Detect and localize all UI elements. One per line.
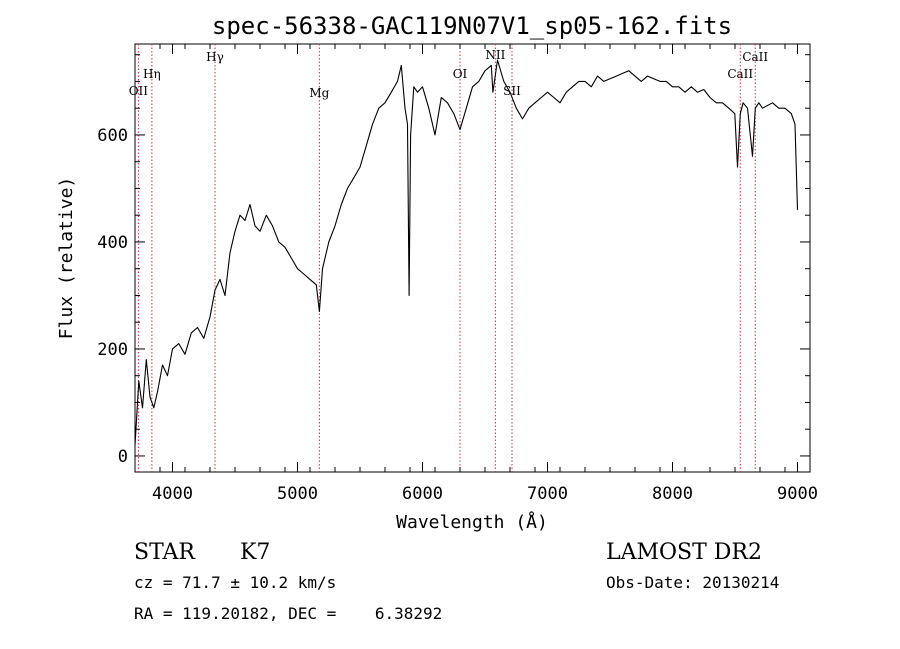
x-tick-label: 4000: [152, 484, 193, 504]
x-tick-label: 5000: [277, 484, 318, 504]
x-tick-label: 7000: [527, 484, 568, 504]
x-tick-label: 9000: [777, 484, 818, 504]
redshift-info: cz = 71.7 ± 10.2 km/s: [134, 573, 336, 592]
line-marker-label: CaII: [742, 50, 768, 64]
y-tick-label: 200: [97, 340, 128, 360]
line-marker-label: Hη: [143, 67, 161, 81]
line-marker-label: Hγ: [206, 50, 224, 64]
y-tick-label: 0: [118, 447, 128, 467]
line-marker-label: OII: [129, 84, 149, 98]
axis-tick-labels: 4000 5000 6000 7000 8000 9000 0 200 400 600: [97, 126, 818, 504]
object-subclass: K7: [240, 540, 270, 565]
axis-ticks: [134, 44, 811, 472]
y-tick-label: 400: [97, 233, 128, 253]
object-class: STAR: [134, 540, 196, 565]
chart-title: spec-56338-GAC119N07V1_sp05-162.fits: [212, 12, 732, 40]
x-tick-label: 8000: [652, 484, 693, 504]
emission-line-markers: OII Hη Hγ Mg OI NII SII CaII CaII: [129, 44, 768, 472]
y-axis-label: Flux (relative): [56, 177, 77, 340]
plot-frame: [134, 43, 811, 473]
y-tick-label: 600: [97, 126, 128, 146]
line-marker-label: OI: [453, 67, 468, 81]
x-axis-label: Wavelength (Å): [396, 511, 548, 533]
line-marker-label: SII: [503, 84, 521, 98]
coordinates-info: RA = 119.20182, DEC = 6.38292: [134, 604, 442, 623]
survey-name: LAMOST DR2: [606, 540, 762, 565]
observation-date: Obs-Date: 20130214: [606, 573, 779, 592]
line-marker-label: CaII: [727, 67, 753, 81]
plot-area-border: [134, 43, 811, 473]
line-marker-label: Mg: [309, 86, 329, 100]
x-tick-label: 6000: [402, 484, 443, 504]
line-marker-label: NII: [485, 48, 505, 62]
spectrum-line: [134, 59, 799, 446]
